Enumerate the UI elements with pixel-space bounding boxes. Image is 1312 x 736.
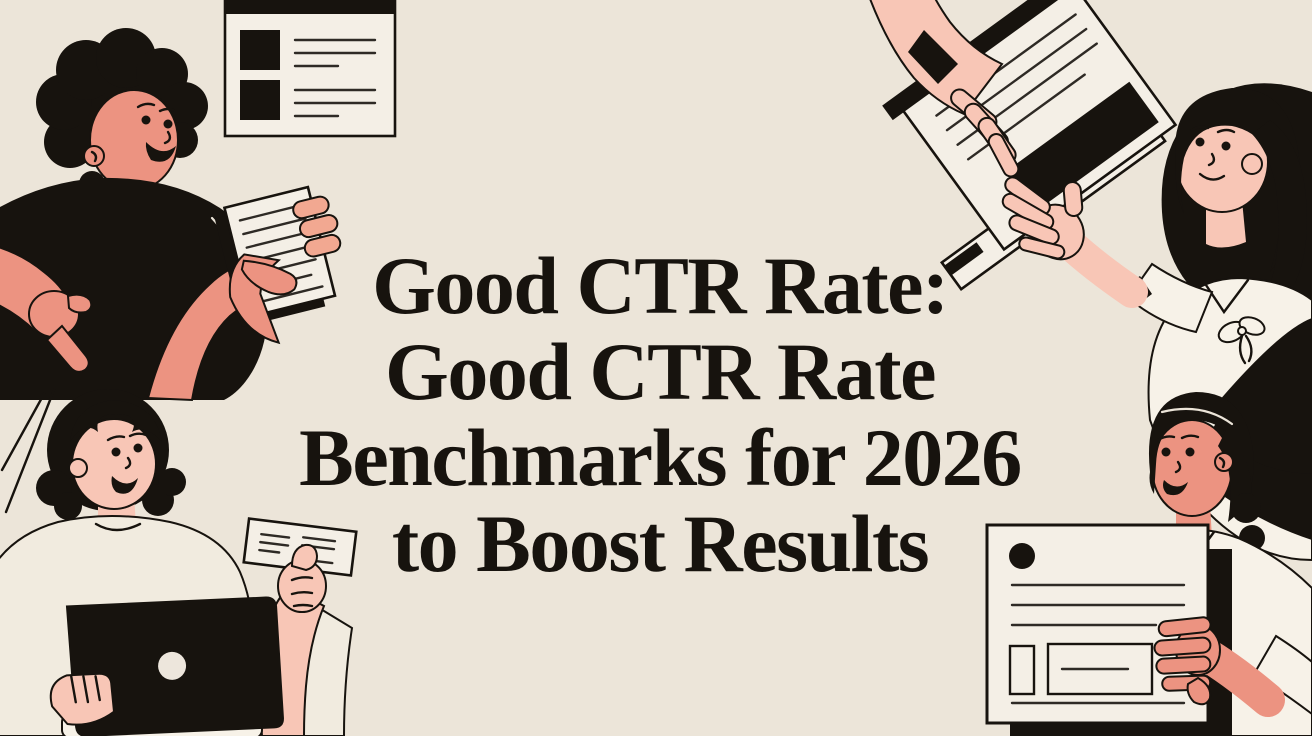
laptop-logo [158, 651, 187, 680]
hands-holding-document-illustration [869, 0, 1178, 292]
face-features [1190, 125, 1236, 181]
title-line-3: Benchmarks for 2026 [299, 411, 1022, 503]
thumb [290, 543, 319, 572]
ribbon-bow [1217, 316, 1266, 365]
braid-woman-with-report-illustration [985, 318, 1312, 736]
ear [1241, 153, 1263, 175]
outline-box [1008, 644, 1036, 696]
hair-side [1252, 120, 1307, 320]
man-with-receipt-illustration [0, 28, 342, 402]
hand-holding-card [1153, 616, 1221, 706]
gripping-fingers [950, 88, 1020, 178]
face-features [136, 102, 177, 162]
blouse-sleeve [1126, 262, 1214, 334]
ear [83, 145, 105, 167]
title-line-2: Good CTR Rate [385, 325, 936, 417]
black-laptop [65, 596, 284, 736]
outline-box [1046, 642, 1154, 696]
title-line-1: Good CTR Rate: [372, 239, 949, 331]
thumb [240, 259, 298, 296]
hand-on-laptop [49, 672, 116, 726]
card-header-bar [224, 0, 396, 14]
hand-from-corner [869, 0, 1020, 178]
page-title: Good CTR Rate: Good CTR Rate Benchmarks … [280, 239, 1040, 589]
pointing-fist [277, 543, 327, 613]
hand-on-document [1001, 176, 1085, 261]
finger [303, 233, 342, 258]
thumb [1186, 676, 1212, 706]
title-line-4: to Boost Results [391, 497, 930, 589]
thumbnail-square [240, 80, 280, 120]
face-features [106, 432, 148, 494]
bullet-dot [1009, 543, 1035, 569]
highlight-block [1006, 81, 1159, 212]
face-features [1156, 434, 1234, 496]
tilted-document [882, 0, 1178, 292]
ear [68, 458, 88, 478]
index-finger [45, 324, 90, 373]
shirt-sleeve [1252, 634, 1312, 716]
list-card-illustration [223, 0, 397, 138]
laptop-woman-illustration [0, 388, 358, 736]
pointing-hand [0, 246, 93, 373]
braid-hair-cap [1148, 392, 1254, 496]
finger [298, 214, 339, 239]
cuff-mark [908, 30, 958, 84]
thumb [66, 293, 93, 314]
thumb [1062, 181, 1084, 217]
plant-lines [0, 388, 56, 514]
thumbnail-square [240, 30, 280, 70]
card-text-lines [293, 38, 377, 118]
face [89, 89, 179, 191]
bangs [70, 400, 162, 442]
finger [292, 195, 330, 220]
receipt-paper [214, 185, 342, 345]
